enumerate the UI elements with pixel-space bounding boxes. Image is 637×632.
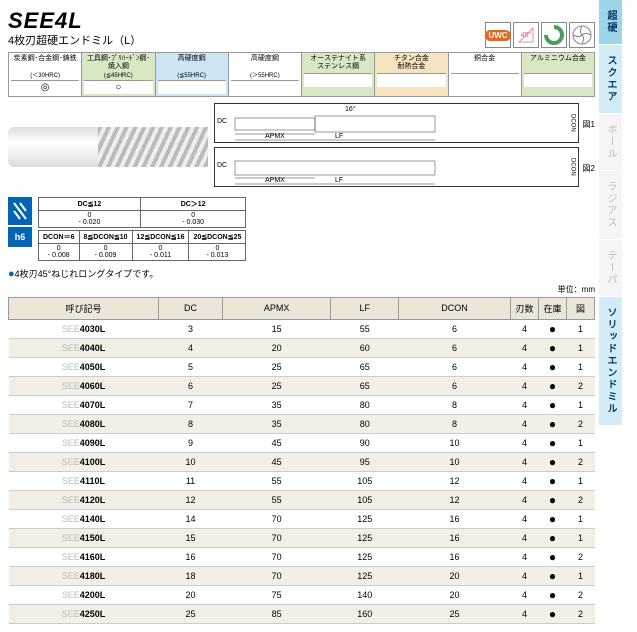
sidebar-tab[interactable]: 超硬 [599,0,622,44]
tol-icon-1 [8,197,32,225]
note: ●4枚刃45°ねじれロングタイプです。 [8,267,595,280]
col-header: 呼び記号 [9,297,159,319]
data-table: 呼び記号DCAPMXLFDCON刃数在庫図 SEE4030L 315556 4●… [8,297,595,624]
helix-icon [541,22,567,48]
material-row: 炭素鋼･合金鋼･鋳鉄(＜30HRC)◎工具鋼･ﾌﾟﾘﾊｰﾄﾞﾝ鋼･焼入鋼(≦45… [8,52,595,97]
col-header: 図 [567,297,595,319]
table-row: SEE4180L 187012520 4●1 [9,566,595,585]
unit-label: 単位：mm [8,284,595,295]
material-cell: チタン合金 耐熱合金 [375,53,448,96]
table-row: SEE4150L 157012516 4●1 [9,528,595,547]
table-row: SEE4060L 625656 4●2 [9,376,595,395]
sidebar-tab[interactable]: スクエア [599,45,622,113]
col-header: DC [159,297,223,319]
col-header: 在庫 [539,297,567,319]
tool-photo [8,127,208,167]
tolerance-box: h6 DC≦12DC＞120 - 0.0200 - 0.030 DCON＝68≦… [8,197,595,261]
table-row: SEE4030L 315556 4●1 [9,319,595,338]
fig2-label: 図2 [583,163,595,174]
material-cell: オーステナイト系 ステンレス鋼 [302,53,375,96]
table-row: SEE4090L 9459010 4●1 [9,433,595,452]
tolerance-table-1: DC≦12DC＞120 - 0.0200 - 0.030 [38,197,246,228]
table-row: SEE4200L 207514020 4●2 [9,585,595,604]
table-row: SEE4110L 115510512 4●1 [9,471,595,490]
diagram-2: DC APMX LF DCON [214,147,579,187]
diagram-area: DC APMX LF DCON 16° 図1 DC APMX LF DCON 図… [8,103,595,191]
table-row: SEE4160L 167012516 4●2 [9,547,595,566]
uwc-icon: UWC [485,22,511,48]
sidebar-tab[interactable]: ラジアス [599,171,622,239]
angle-icon: 45° [513,22,539,48]
table-row: SEE4100L 10459510 4●2 [9,452,595,471]
material-cell: 銅合金 [449,53,522,96]
sidebar-tab[interactable]: ソリッドエンドミル [599,297,622,425]
sidebar-tab[interactable]: テーパ [599,240,622,296]
table-row: SEE4140L 147012516 4●1 [9,509,595,528]
material-cell: 工具鋼･ﾌﾟﾘﾊｰﾄﾞﾝ鋼･焼入鋼(≦45HRC)○ [82,53,155,96]
table-row: SEE4250L 258516025 4●2 [9,604,595,623]
tolerance-table-2: DCON＝68≦DCON≦1012≦DCON≦1620≦DCON≦250 - 0… [38,230,246,261]
material-cell: 炭素鋼･合金鋼･鋳鉄(＜30HRC)◎ [9,53,82,96]
col-header: DCON [399,297,511,319]
col-header: APMX [222,297,330,319]
flute-icon [569,22,595,48]
material-cell: 高硬度鋼(≦55HRC) [156,53,229,96]
main-content: SEE4L 4枚刃超硬エンドミル（L） UWC 45° 炭素鋼･合金鋼･鋳鉄(＜… [0,0,599,632]
tol-icon-2: h6 [8,227,32,247]
sidebar-tab[interactable]: ボール [599,114,622,170]
col-header: 刃数 [511,297,539,319]
col-header: LF [331,297,399,319]
diagram-1: DC APMX LF DCON 16° [214,103,579,143]
material-cell: アルミニウム合金 [522,53,594,96]
material-cell: 高硬度鋼(＞55HRC) [229,53,302,96]
table-row: SEE4070L 735808 4●1 [9,395,595,414]
table-row: SEE4050L 525656 4●1 [9,357,595,376]
sidebar: 超硬スクエアボールラジアステーパソリッドエンドミル [599,0,637,632]
table-row: SEE4120L 125510512 4●2 [9,490,595,509]
table-row: SEE4080L 835808 4●2 [9,414,595,433]
fig1-label: 図1 [583,119,595,130]
table-row: SEE4040L 420606 4●1 [9,338,595,357]
